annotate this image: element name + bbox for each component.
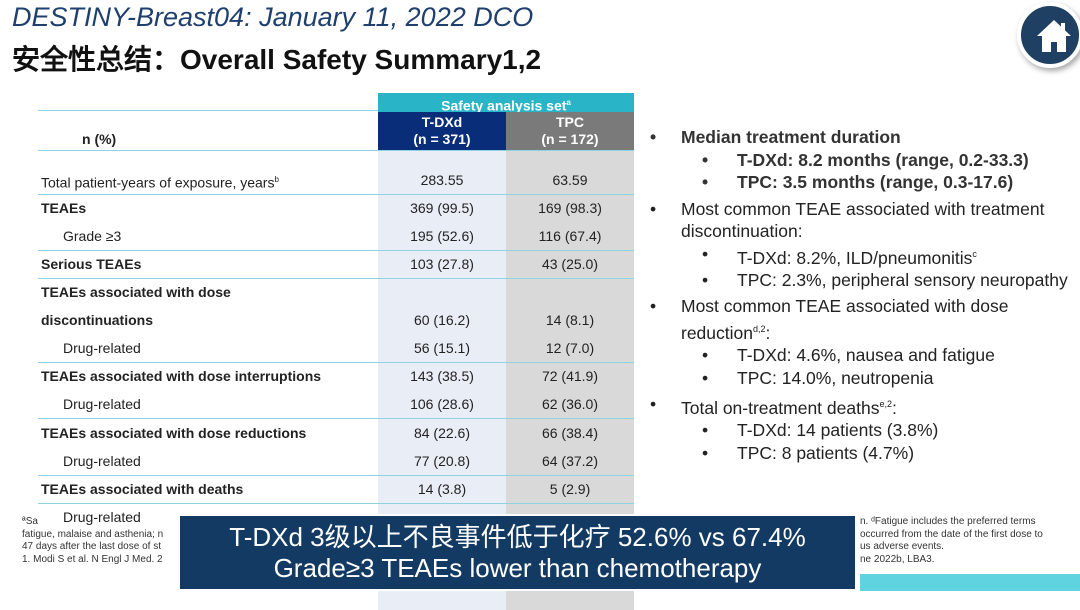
row-label: TEAEs associated with dose reductions xyxy=(41,425,307,441)
sub-bullet: TPC: 8 patients (4.7%) xyxy=(650,442,1080,465)
table-row: TEAEs associated with dose interruptions… xyxy=(38,362,634,390)
tdxd-value: 195 (52.6) xyxy=(410,228,474,244)
tpc-value: 63.59 xyxy=(552,172,588,188)
tpc-value: 64 (37.2) xyxy=(541,453,599,469)
sub-bullet: T-DXd: 14 patients (3.8%) xyxy=(650,419,1080,442)
caption-banner: T-DXd 3级以上不良事件低于化疗 52.6% vs 67.4% Grade≥… xyxy=(178,514,857,591)
table-row: TEAEs associated with dose xyxy=(38,278,634,306)
row-divider xyxy=(38,250,634,251)
tpc-value: 72 (41.9) xyxy=(541,368,599,384)
row-label: Drug-related xyxy=(63,396,141,412)
table-row: Drug-related 106 (28.6) 62 (36.0) xyxy=(38,390,634,418)
tdxd-value: 103 (27.8) xyxy=(410,256,474,272)
sub-bullet: TPC: 3.5 months (range, 0.3-17.6) xyxy=(650,171,1080,194)
table-row: Serious TEAEs 103 (27.8) 43 (25.0) xyxy=(38,250,634,278)
summary-bullets: Median treatment duration T-DXd: 8.2 mon… xyxy=(650,126,1080,464)
table-row: Total patient-years of exposure, yearsb 2… xyxy=(38,166,634,194)
tdxd-value: 143 (38.5) xyxy=(410,368,474,384)
tdxd-value: 283.55 xyxy=(420,172,464,188)
row-label: TEAEs associated with dose xyxy=(41,284,231,300)
table-row: Grade ≥3 195 (52.6) 116 (67.4) xyxy=(38,222,634,250)
table-row: TEAEs associated with deaths 14 (3.8) 5 (2… xyxy=(38,475,634,503)
tdxd-value: 14 (3.8) xyxy=(417,481,467,497)
tpc-value: 14 (8.1) xyxy=(545,312,595,328)
row-divider xyxy=(38,503,634,504)
row-divider xyxy=(38,194,634,195)
tpc-value: 62 (36.0) xyxy=(541,396,599,412)
bullet-dose-reduction: Most common TEAE associated with dose re… xyxy=(650,295,1080,344)
banner-line-english: Grade≥3 TEAEs lower than chemotherapy xyxy=(273,553,762,583)
accent-strip xyxy=(860,574,1080,591)
row-label: Grade ≥3 xyxy=(63,228,122,244)
row-label: Drug-related xyxy=(63,340,141,356)
tpc-value: 169 (98.3) xyxy=(538,200,602,216)
tpc-value: 116 (67.4) xyxy=(538,228,602,244)
table-row: Drug-related xyxy=(38,503,634,531)
tdxd-value: 56 (15.1) xyxy=(413,340,471,356)
row-divider xyxy=(38,278,634,279)
tpc-value: 12 (7.0) xyxy=(545,340,595,356)
home-icon xyxy=(1037,20,1071,52)
safety-set-header: Safety analysis seta xyxy=(378,93,634,114)
tpc-value: 66 (38.4) xyxy=(541,425,599,441)
row-divider xyxy=(38,418,634,419)
table-row: Drug-related 56 (15.1) 12 (7.0) xyxy=(38,334,634,362)
tdxd-value: 84 (22.6) xyxy=(413,425,471,441)
sub-bullet: TPC: 2.3%, peripheral sensory neuropathy xyxy=(650,269,1080,292)
row-label: TEAEs associated with dose interruptions xyxy=(41,368,322,384)
bullet-deaths: Total on-treatment deathse,2: xyxy=(650,393,1080,419)
tdxd-value: 369 (99.5) xyxy=(410,200,474,216)
bullet-discontinuation: Most common TEAE associated with treatme… xyxy=(650,198,1080,243)
table-row: TEAEs 369 (99.5) 169 (98.3) xyxy=(38,194,634,222)
banner-line-chinese: T-DXd 3级以上不良事件低于化疗 52.6% vs 67.4% xyxy=(229,522,806,552)
row-label: TEAEs xyxy=(41,200,87,216)
row-divider xyxy=(38,362,634,363)
tdxd-header: T-DXd (n = 371) xyxy=(378,112,506,150)
tpc-header: TPC (n = 172) xyxy=(506,112,634,150)
tpc-value: 5 (2.9) xyxy=(549,481,591,497)
row-label: TEAEs associated with deaths xyxy=(41,481,244,497)
tdxd-value: 77 (20.8) xyxy=(413,453,471,469)
sub-bullet: TPC: 14.0%, neutropenia xyxy=(650,367,1080,390)
sub-bullet: T-DXd: 8.2%, ILD/pneumonitisc xyxy=(650,243,1080,269)
row-label: Serious TEAEs xyxy=(41,256,142,272)
home-button[interactable] xyxy=(1017,2,1080,68)
table-row: discontinuations 60 (16.2) 14 (8.1) xyxy=(38,306,634,334)
tdxd-value: 106 (28.6) xyxy=(410,396,474,412)
row-label: Drug-related xyxy=(63,453,141,469)
row-divider xyxy=(38,475,634,476)
row-label: Total patient-years of exposure, yearsb xyxy=(41,174,279,191)
slide-title: DESTINY-Breast04: January 11, 2022 DCO xyxy=(12,2,534,32)
slide-subtitle: 安全性总结：Overall Safety Summary1,2 xyxy=(12,44,542,75)
table-row: Drug-related 77 (20.8) 64 (37.2) xyxy=(38,447,634,475)
sub-bullet: T-DXd: 4.6%, nausea and fatigue xyxy=(650,344,1080,367)
tdxd-value: 60 (16.2) xyxy=(413,312,471,328)
row-label: discontinuations xyxy=(41,312,153,328)
n-percent-label: n (%) xyxy=(82,131,117,147)
sub-bullet: T-DXd: 8.2 months (range, 0.2-33.3) xyxy=(650,149,1080,172)
bullet-treatment-duration: Median treatment duration xyxy=(650,126,1080,149)
tpc-value: 43 (25.0) xyxy=(541,256,599,272)
table-row: TEAEs associated with dose reductions 84 … xyxy=(38,419,634,447)
row-label: Drug-related xyxy=(63,509,141,525)
